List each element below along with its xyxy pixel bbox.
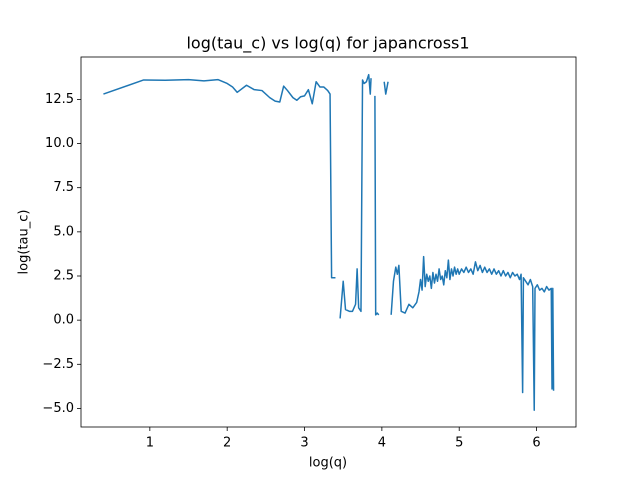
x-tick-label: 5 [455,436,463,451]
data-line [103,73,555,411]
y-tick-label: −5.0 [42,401,74,416]
y-tick-label: 2.5 [53,268,74,283]
y-tick-label: 12.5 [45,92,74,107]
y-tick-label: 10.0 [45,136,74,151]
y-tick-label: 7.5 [53,180,74,195]
x-tick-label: 6 [532,436,540,451]
x-tick-label: 3 [300,436,308,451]
y-tick-label: 0.0 [53,313,74,328]
y-axis-label: log(tau_c) [17,210,32,275]
y-tick-label: −2.5 [42,357,74,372]
x-tick-label: 1 [146,436,154,451]
x-tick-label: 2 [223,436,231,451]
x-tick-label: 4 [378,436,386,451]
y-tick-label: 5.0 [53,224,74,239]
chart-title: log(tau_c) vs log(q) for japancross1 [186,34,469,54]
plot-frame [80,56,577,428]
x-axis-label: log(q) [309,456,347,471]
